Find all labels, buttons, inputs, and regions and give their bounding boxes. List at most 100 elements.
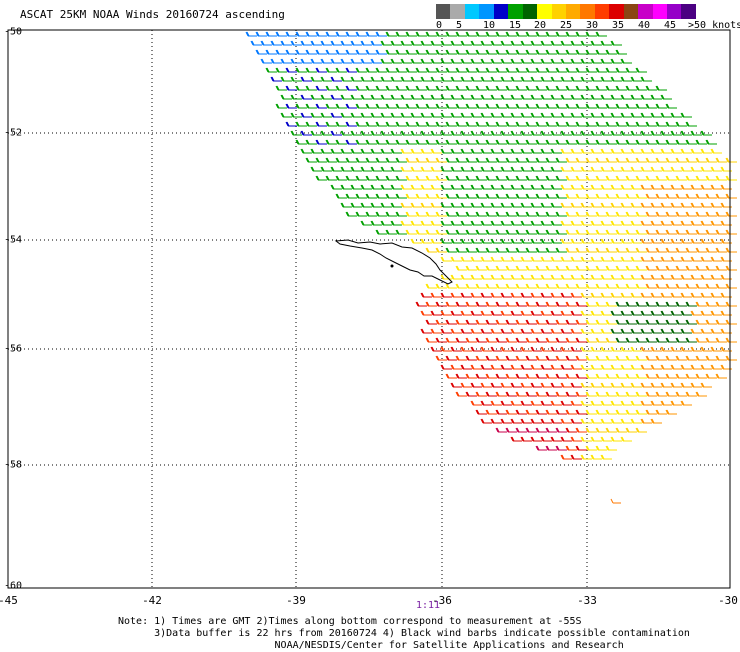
wind-barb (630, 328, 642, 334)
wind-barb (275, 49, 287, 55)
wind-barb (665, 319, 677, 325)
wind-barb (415, 31, 427, 37)
wind-barb (550, 292, 562, 298)
wind-barb (530, 40, 542, 46)
wind-barb (520, 184, 532, 190)
wind-barb (580, 94, 592, 100)
wind-barb (495, 211, 507, 217)
wind-barb (635, 301, 647, 307)
wind-barb (710, 202, 722, 208)
wind-barb (695, 391, 707, 397)
wind-barb (630, 346, 642, 352)
wind-barb (485, 409, 497, 415)
wind-barb (660, 346, 672, 352)
wind-barb (365, 211, 377, 217)
wind-barb (665, 391, 677, 397)
wind-barb (715, 283, 727, 289)
wind-barb (380, 94, 392, 100)
wind-barb (470, 400, 482, 406)
wind-barb (575, 49, 587, 55)
wind-barb (535, 355, 547, 361)
wind-barb (605, 175, 617, 181)
wind-barb (500, 274, 512, 280)
wind-barb (610, 364, 622, 370)
wind-barb (625, 319, 637, 325)
wind-barb (375, 103, 387, 109)
wind-barb (280, 76, 292, 82)
wind-barb (545, 157, 557, 163)
wind-barb (560, 418, 572, 424)
wind-barb (510, 166, 522, 172)
wind-barb (525, 31, 537, 37)
wind-barb (455, 265, 467, 271)
wind-barb (320, 40, 332, 46)
wind-barb (570, 382, 582, 388)
wind-barb (500, 166, 512, 172)
wind-barb (505, 211, 517, 217)
wind-barb (635, 247, 647, 253)
wind-barb (700, 382, 712, 388)
wind-barb (695, 337, 707, 343)
wind-barb (675, 391, 687, 397)
wind-barb (565, 301, 577, 307)
wind-barb (480, 58, 492, 64)
wind-barb (580, 112, 592, 118)
wind-barb (585, 85, 597, 91)
wind-barb (685, 175, 697, 181)
wind-barb (445, 283, 457, 289)
wind-barb (495, 247, 507, 253)
wind-barb (545, 319, 557, 325)
wind-barb (645, 211, 657, 217)
wind-barb (545, 103, 557, 109)
wind-barb (555, 229, 567, 235)
wind-barb (530, 166, 542, 172)
wind-barb (665, 193, 677, 199)
wind-barb (525, 121, 537, 127)
wind-barb (650, 346, 662, 352)
wind-barb (620, 382, 632, 388)
wind-barb (675, 121, 687, 127)
wind-barb (640, 346, 652, 352)
wind-barb (510, 112, 522, 118)
wind-barb (350, 40, 362, 46)
wind-barb (305, 103, 317, 109)
x-tick-label: -36 (432, 594, 452, 607)
wind-barb (580, 76, 592, 82)
wind-barb (545, 121, 557, 127)
wind-barb (330, 58, 342, 64)
wind-barb (535, 121, 547, 127)
wind-barb (375, 67, 387, 73)
wind-barb (400, 94, 412, 100)
wind-barb (475, 319, 487, 325)
wind-barb (575, 391, 587, 397)
wind-barb (725, 337, 737, 343)
wind-barb (540, 130, 552, 136)
wind-barb (555, 211, 567, 217)
wind-barb (360, 76, 372, 82)
wind-barb (505, 301, 517, 307)
wind-barb (630, 274, 642, 280)
wind-barb (695, 193, 707, 199)
wind-barb (510, 400, 522, 406)
wind-barb (455, 229, 467, 235)
wind-barb (575, 445, 587, 451)
wind-barb (455, 211, 467, 217)
wind-barb (575, 355, 587, 361)
wind-barb (605, 229, 617, 235)
wind-barb (355, 157, 367, 163)
wind-barb (475, 283, 487, 289)
wind-barb (695, 265, 707, 271)
wind-barb (480, 274, 492, 280)
wind-barb (465, 157, 477, 163)
wind-barb (645, 301, 657, 307)
wind-barb (530, 130, 542, 136)
wind-barb (435, 337, 447, 343)
wind-barb (610, 328, 622, 334)
wind-barb (715, 373, 727, 379)
wind-barb (455, 193, 467, 199)
wind-barb (545, 427, 557, 433)
wind-barb (600, 292, 612, 298)
wind-barb (450, 94, 462, 100)
wind-barb (420, 238, 432, 244)
wind-barb (665, 247, 677, 253)
